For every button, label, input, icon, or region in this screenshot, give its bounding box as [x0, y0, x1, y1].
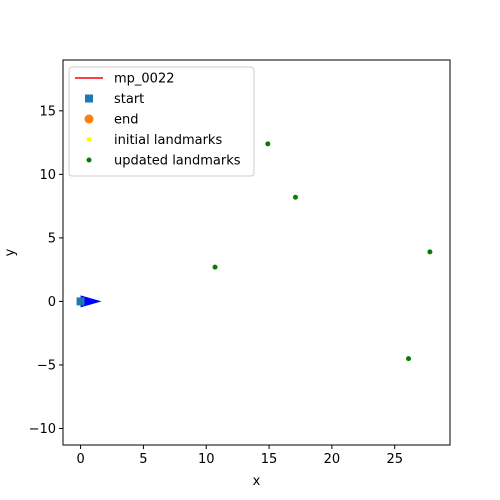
- updated-landmark-point: [427, 249, 433, 255]
- updated-landmark-point: [212, 264, 218, 270]
- y-tick-label: 10: [39, 168, 56, 183]
- x-tick-label: 0: [76, 452, 84, 467]
- updated-landmark-point: [265, 141, 271, 147]
- legend-label: end: [114, 113, 139, 128]
- axes-frame: [62, 59, 451, 446]
- legend-box: [68, 66, 255, 177]
- y-tick-label: −10: [29, 422, 56, 437]
- updated-landmark-point: [292, 194, 298, 200]
- pose-arrow: [80, 295, 102, 308]
- legend-handle-circle: [84, 114, 94, 124]
- x-axis-label: x: [253, 474, 261, 489]
- y-tick-label: 5: [48, 231, 56, 246]
- y-tick-label: −5: [37, 358, 56, 373]
- y-tick-label: 0: [48, 295, 56, 310]
- x-tick-label: 25: [386, 452, 403, 467]
- legend-label: start: [114, 92, 144, 107]
- legend-label: initial landmarks: [114, 133, 222, 148]
- updated-landmark-point: [406, 356, 412, 362]
- y-tick-label: 15: [39, 104, 56, 119]
- legend-handle-square: [85, 94, 93, 103]
- axis-ticks: 0 5 10 15 20 25 −10 −5 0 5 10 15: [29, 104, 403, 467]
- plot-area: [76, 141, 433, 362]
- legend-handle-dot: [86, 157, 92, 163]
- y-axis-label: y: [3, 248, 18, 256]
- x-tick-label: 15: [261, 452, 278, 467]
- start-marker: [76, 297, 85, 306]
- legend-label: mp_0022: [114, 72, 175, 87]
- legend-label: updated landmarks: [114, 154, 241, 169]
- x-tick-label: 10: [198, 452, 215, 467]
- x-tick-label: 20: [324, 452, 341, 467]
- x-tick-label: 5: [139, 452, 147, 467]
- legend-handle-dot: [86, 137, 92, 142]
